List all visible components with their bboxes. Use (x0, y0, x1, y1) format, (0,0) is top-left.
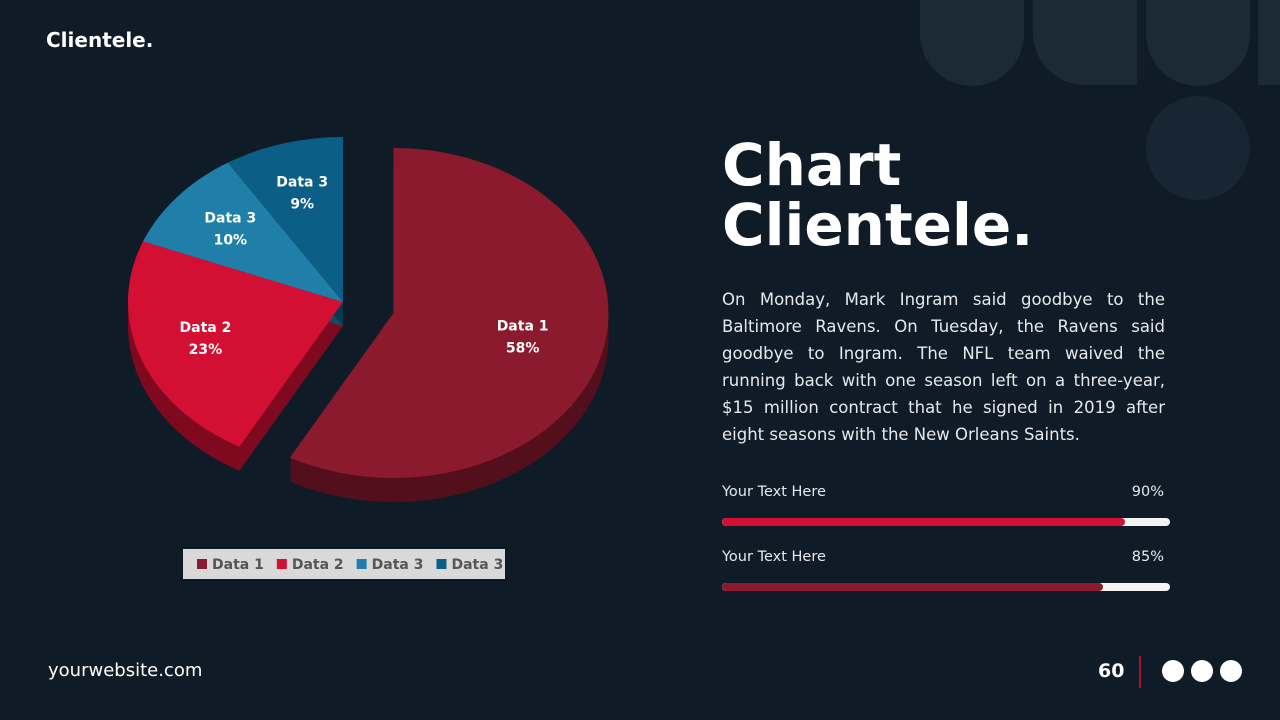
legend-swatch (276, 559, 287, 569)
progress-value: 90% (1131, 484, 1164, 500)
page-number: 60 (1098, 660, 1125, 682)
brand: Clientele. (46, 28, 154, 52)
progress-track (722, 583, 1170, 591)
legend: Data 1 Data 2 Data 3 Data 3 (197, 557, 503, 573)
progress-fill (722, 583, 1103, 591)
legend-swatch (356, 559, 367, 569)
decor-shapes (920, 0, 1280, 200)
social-icons (1162, 660, 1242, 682)
legend-label: Data 1 (212, 557, 264, 573)
progress-label: Your Text Here (722, 549, 826, 565)
legend-box (183, 549, 505, 579)
pie-slice (227, 137, 343, 302)
progress-label: Your Text Here (722, 484, 826, 500)
legend-label: Data 3 (451, 557, 503, 573)
pie-slice (128, 241, 343, 447)
pie-slice (289, 147, 609, 478)
pie-slice (143, 162, 343, 302)
heading: Clientele. (722, 191, 1034, 259)
progress-value: 85% (1131, 549, 1164, 565)
legend-swatch (197, 559, 207, 569)
website: yourwebsite.com (48, 660, 203, 681)
data-label-value: 23% (189, 342, 223, 358)
data-label-value: 58% (506, 340, 540, 356)
progress-fill (722, 518, 1126, 526)
heading: Chart (722, 131, 902, 199)
legend-swatch (436, 559, 447, 569)
legend-label: Data 3 (372, 557, 424, 573)
data-label-name: Data 3 (204, 210, 256, 226)
data-label-name: Data 1 (497, 318, 549, 334)
data-label-value: 9% (290, 196, 314, 212)
data-label-value: 10% (214, 232, 248, 248)
progress-track (722, 518, 1170, 526)
data-label-name: Data 2 (180, 320, 232, 336)
pie-chart: Data 1 58% Data 2 23% Data 3 10% Data 3 9% (128, 137, 609, 502)
data-label-name: Data 3 (276, 174, 328, 190)
body-text: On Monday, Mark Ingram said goodbye to t… (722, 290, 1165, 444)
legend-label: Data 2 (292, 557, 344, 573)
